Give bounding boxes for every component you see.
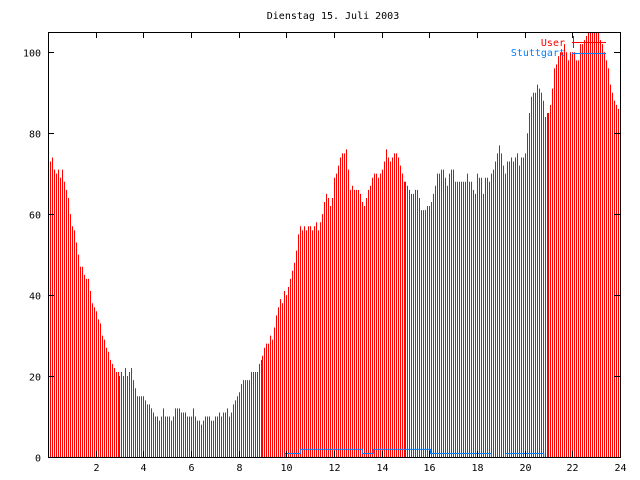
y-tick-label: 80 <box>29 130 41 141</box>
x-tick-label: 6 <box>188 463 194 474</box>
chart-title: Dienstag 15. Juli 2003 <box>267 11 399 22</box>
x-tick-label: 24 <box>614 463 626 474</box>
user-bars <box>48 32 619 457</box>
y-tick-label: 0 <box>35 454 41 465</box>
y-tick-label: 60 <box>29 211 41 222</box>
legend-label-stuttgart: Stuttgart <box>511 48 565 59</box>
x-tick-label: 8 <box>236 463 242 474</box>
x-tick-label: 12 <box>328 463 340 474</box>
y-tick-label: 40 <box>29 292 41 303</box>
x-tick-label: 14 <box>376 463 388 474</box>
x-tick-label: 10 <box>280 463 292 474</box>
stuttgart-line <box>48 448 620 458</box>
x-tick-label: 2 <box>93 463 99 474</box>
x-tick-label: 20 <box>519 463 531 474</box>
x-tick-label: 16 <box>423 463 435 474</box>
legend-label-user: User <box>541 38 565 49</box>
x-tick-label: 4 <box>140 463 146 474</box>
legend: User Stuttgart <box>511 36 606 59</box>
x-tick-label: 22 <box>566 463 578 474</box>
x-tick-label: 18 <box>471 463 483 474</box>
y-tick-label: 100 <box>23 49 41 60</box>
y-tick-label: 20 <box>29 373 41 384</box>
